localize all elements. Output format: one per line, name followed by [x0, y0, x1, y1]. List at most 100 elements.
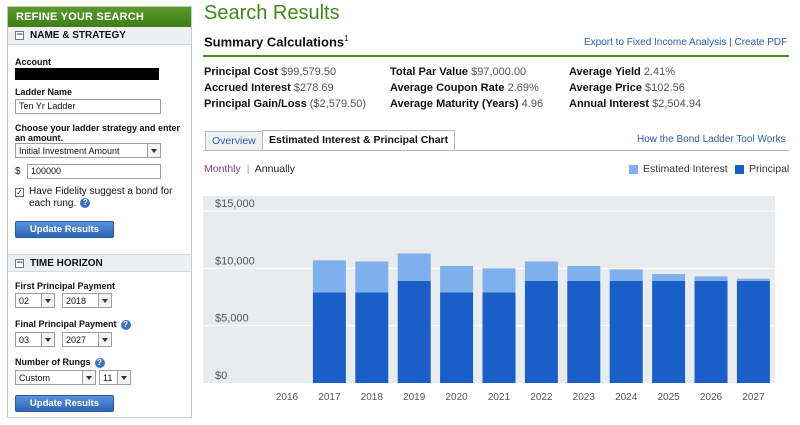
final-payment-text: Final Principal Payment: [15, 319, 117, 329]
suggest-bond-label: Have Fidelity suggest a bond for each ru…: [29, 186, 189, 210]
bar-principal: [397, 280, 431, 383]
time-horizon-section-header[interactable]: − TIME HORIZON: [8, 254, 191, 272]
first-year-select[interactable]: 2018: [62, 293, 112, 308]
monthly-link[interactable]: Monthly: [204, 163, 241, 175]
final-month-value: 03: [19, 335, 30, 345]
bar-principal: [567, 280, 601, 383]
account-label: Account: [15, 57, 51, 67]
x-tick-label: 2019: [403, 392, 426, 403]
separator: |: [246, 163, 250, 175]
rungs-label: Number of Rungs?: [15, 357, 105, 368]
x-tick-label: 2020: [445, 392, 468, 403]
account-value-redacted: [15, 68, 159, 80]
strategy-select[interactable]: Initial Investment Amount: [15, 143, 161, 158]
update-results-button[interactable]: Update Results: [15, 221, 114, 238]
stat-label: Total Par Value: [390, 66, 469, 78]
x-tick-label: 2023: [573, 392, 596, 403]
legend-label: Estimated Interest: [643, 163, 728, 175]
x-tick-label: 2018: [361, 392, 384, 403]
investment-amount-input[interactable]: 100000: [27, 164, 161, 179]
rungs-mode-select[interactable]: Custom: [15, 370, 96, 385]
bar-interest: [355, 261, 389, 293]
annually-link[interactable]: Annually: [254, 163, 296, 175]
bar-principal: [652, 280, 686, 383]
chevron-down-icon[interactable]: [41, 294, 54, 307]
tab-underline: [203, 150, 789, 151]
chevron-down-icon[interactable]: [82, 371, 95, 384]
final-year-value: 2027: [66, 335, 87, 345]
summary-title-text: Summary Calculations: [204, 34, 345, 50]
stat-value: $99,579.50: [281, 66, 337, 78]
bar-interest: [312, 260, 346, 293]
how-ladder-tool-works-link[interactable]: How the Bond Ladder Tool Works: [637, 134, 786, 145]
chevron-down-icon[interactable]: [147, 144, 160, 157]
first-month-value: 02: [19, 296, 30, 306]
stat-label: Average Maturity (Years): [390, 98, 519, 110]
stat-value: 2.69%: [507, 82, 539, 94]
stat-value: $278.69: [293, 82, 334, 94]
final-month-select[interactable]: 03: [15, 332, 55, 347]
suggest-bond-checkbox[interactable]: ✓: [15, 188, 24, 197]
bar-principal: [736, 280, 770, 383]
final-year-select[interactable]: 2027: [62, 332, 112, 347]
stat-average-maturity: Average Maturity (Years) 4.96: [390, 98, 543, 110]
chevron-down-icon[interactable]: [41, 333, 54, 346]
bar-interest: [440, 266, 474, 293]
summary-actions: Export to Fixed Income Analysis | Create…: [584, 37, 787, 48]
interest-principal-chart: $0 $5,000 $10,000 $15,000 2016 2017 2018 2019 20…: [203, 196, 775, 403]
strategy-select-value: Initial Investment Amount: [19, 146, 120, 156]
rungs-count-select[interactable]: 11: [99, 370, 131, 385]
rungs-text: Number of Rungs: [15, 357, 91, 367]
bar-interest: [694, 276, 728, 281]
footnote-marker: 1: [344, 34, 349, 43]
tab-overview[interactable]: Overview: [205, 131, 263, 150]
chevron-down-icon[interactable]: [117, 371, 130, 384]
name-strategy-section-header[interactable]: − NAME & STRATEGY: [8, 27, 191, 45]
currency-symbol: $: [15, 166, 21, 177]
x-tick-label: 2022: [530, 392, 553, 403]
help-icon[interactable]: ?: [120, 319, 131, 330]
stat-label: Average Coupon Rate: [390, 82, 505, 94]
first-month-select[interactable]: 02: [15, 293, 55, 308]
x-tick-label: 2026: [700, 392, 723, 403]
final-payment-label: Final Principal Payment?: [15, 319, 131, 330]
suggest-bond-text: Have Fidelity suggest a bond for each ru…: [29, 186, 173, 209]
strategy-label: Choose your ladder strategy and enter an…: [15, 123, 181, 143]
stat-label: Principal Cost: [204, 66, 278, 78]
bar-interest: [482, 268, 516, 293]
stat-label: Principal Gain/Loss: [204, 98, 307, 110]
first-year-value: 2018: [66, 296, 87, 306]
export-link[interactable]: Export to Fixed Income Analysis: [584, 37, 727, 48]
stat-value: $2,504.94: [652, 98, 702, 110]
bar-principal: [524, 280, 558, 383]
stat-principal-cost: Principal Cost $99,579.50: [204, 66, 336, 78]
section-title: TIME HORIZON: [30, 257, 103, 269]
panel-title: REFINE YOUR SEARCH: [8, 7, 191, 27]
rungs-count-value: 11: [103, 373, 113, 383]
create-pdf-link[interactable]: Create PDF: [734, 37, 788, 48]
stat-value: 4.96: [521, 98, 544, 110]
bar-principal: [440, 292, 474, 383]
x-tick-label: 2025: [657, 392, 680, 403]
help-icon[interactable]: ?: [94, 357, 105, 368]
view-toggle: Monthly | Annually: [204, 163, 295, 175]
collapse-icon[interactable]: −: [15, 257, 24, 268]
ladder-name-input[interactable]: Ten Yr Ladder: [15, 99, 161, 114]
legend-swatch: [629, 164, 638, 174]
rungs-mode-value: Custom: [19, 373, 51, 383]
bar-interest: [567, 266, 601, 281]
ladder-name-label: Ladder Name: [15, 87, 73, 97]
section-title: NAME & STRATEGY: [30, 30, 126, 41]
help-icon[interactable]: ?: [80, 198, 91, 209]
bar-principal: [482, 292, 516, 383]
first-payment-label: First Principal Payment: [15, 281, 116, 291]
tab-estimated-interest-principal-chart[interactable]: Estimated Interest & Principal Chart: [262, 130, 456, 150]
chevron-down-icon[interactable]: [98, 333, 111, 346]
y-tick-label: $15,000: [215, 198, 255, 210]
chevron-down-icon[interactable]: [98, 294, 111, 307]
stat-value: $102.56: [645, 82, 685, 94]
stat-value: 2.41%: [643, 66, 676, 78]
y-tick-label: $10,000: [215, 255, 255, 267]
update-results-button-2[interactable]: Update Results: [15, 395, 114, 412]
collapse-icon[interactable]: −: [15, 30, 24, 40]
